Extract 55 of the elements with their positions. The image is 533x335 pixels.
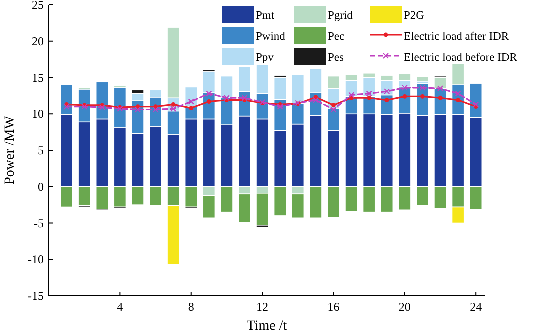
x-tick-label: 24	[470, 300, 482, 314]
point	[420, 84, 426, 91]
legend-label: Pgrid	[328, 10, 354, 22]
point	[206, 90, 212, 97]
point	[402, 94, 408, 99]
y-tick-label: 25	[32, 0, 44, 12]
y-tick-label: -10	[28, 252, 44, 267]
point	[170, 106, 177, 112]
point	[348, 92, 355, 98]
bar	[416, 76, 430, 82]
x-tick-label: 12	[256, 300, 269, 314]
legend-label: Pmt	[256, 10, 276, 22]
x-tick-label: 16	[328, 300, 340, 314]
point	[473, 102, 480, 108]
point	[117, 106, 124, 112]
point	[152, 106, 159, 113]
legend-label: Electric load after IDR	[404, 31, 510, 43]
point	[456, 98, 461, 102]
point	[455, 90, 462, 97]
y-tick-label: 15	[32, 70, 44, 85]
x-tick-label: 8	[188, 300, 194, 314]
y-tick-label: 10	[32, 107, 44, 122]
legend-label: P2G	[404, 10, 424, 22]
point	[189, 106, 194, 111]
point	[277, 104, 284, 110]
point	[420, 94, 425, 99]
point	[332, 103, 336, 108]
point	[384, 98, 390, 102]
point	[224, 95, 230, 102]
legend-label: Ppv	[256, 52, 274, 64]
y-tick-label: -5	[34, 216, 44, 230]
point	[99, 104, 106, 111]
point	[188, 98, 194, 105]
point	[438, 96, 443, 100]
x-tick-label: 20	[398, 300, 411, 314]
point	[134, 106, 141, 113]
point	[366, 90, 372, 97]
legend-label: Electric load before IDR	[404, 52, 518, 64]
point	[312, 97, 319, 104]
y-tick-label: 20	[32, 34, 44, 48]
y-tick-label: 5	[38, 144, 44, 158]
point	[206, 100, 212, 104]
point	[367, 96, 372, 100]
y-tick-label: 0	[38, 180, 44, 194]
point	[64, 104, 70, 110]
point	[242, 95, 248, 102]
y-axis-title: Power /MW	[3, 115, 18, 185]
x-tick-label: 4	[117, 300, 124, 314]
x-axis-title: Time /t	[246, 319, 288, 334]
legend-label: Pec	[328, 31, 345, 43]
point	[330, 106, 337, 113]
y-tick-label: -15	[28, 289, 44, 303]
point	[438, 86, 444, 92]
legend-label: Pes	[328, 52, 344, 64]
legend-label: Pwind	[256, 31, 286, 43]
